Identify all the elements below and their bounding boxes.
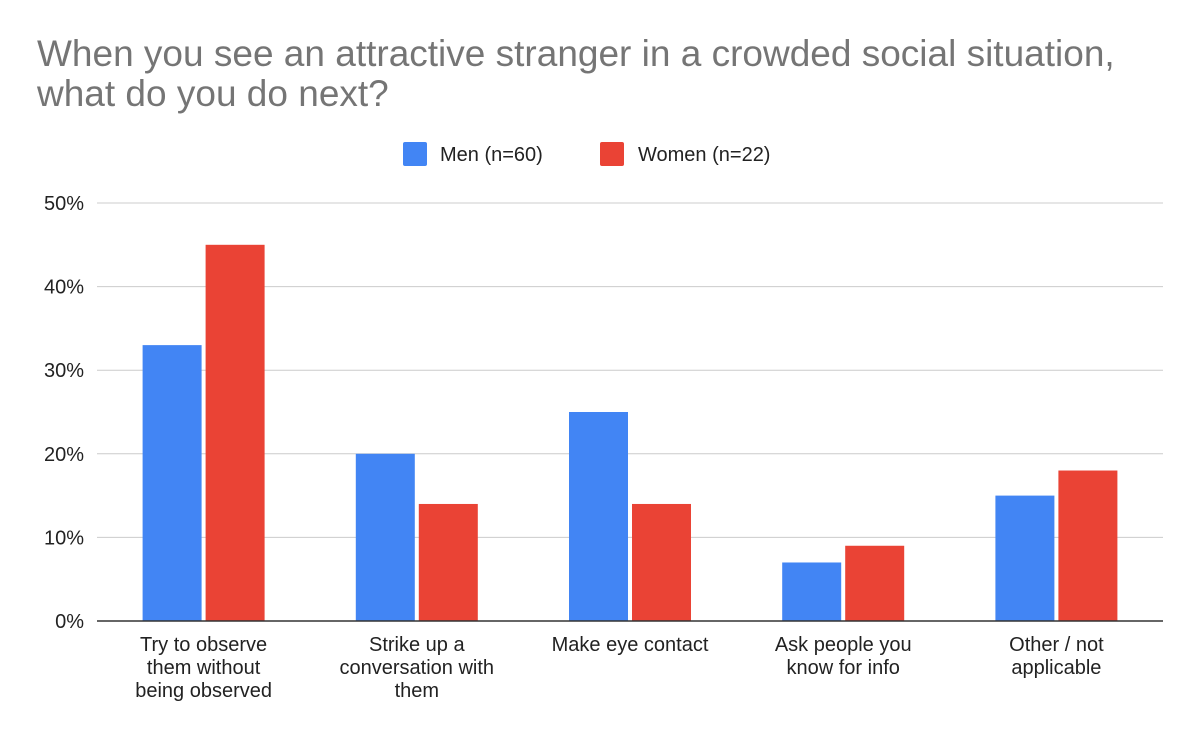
y-tick-label: 0%: [55, 611, 84, 633]
bar-men: [142, 345, 202, 621]
y-tick-label: 50%: [44, 193, 84, 215]
bar-women: [205, 244, 265, 622]
bar-men: [782, 562, 842, 621]
legend-item-men: Men (n=60): [403, 142, 543, 166]
x-axis-labels: Try to observe them without being observed…: [135, 634, 1104, 702]
chart-title: When you see an attractive stranger in a…: [37, 33, 1115, 114]
x-tick-label: Strike up a conversation with them: [340, 634, 495, 702]
y-tick-label: 30%: [44, 360, 84, 382]
x-tick-label: Try to observe them without being observed: [135, 634, 272, 702]
legend: Men (n=60) Women (n=22): [403, 142, 770, 166]
bar-women: [418, 503, 478, 621]
bars: [142, 244, 1118, 622]
legend-swatch: [403, 142, 427, 166]
x-tick-label: Other / not applicable: [1009, 634, 1104, 679]
gridlines: [97, 202, 1163, 538]
legend-swatch: [600, 142, 624, 166]
bar-men: [995, 495, 1055, 621]
bar-women: [845, 545, 905, 621]
bar-men: [569, 412, 628, 621]
y-tick-label: 40%: [44, 277, 84, 299]
bar-women: [1058, 470, 1118, 621]
x-tick-label: Ask people you know for info: [775, 634, 912, 679]
legend-label: Men (n=60): [440, 144, 543, 166]
y-tick-label: 20%: [44, 444, 84, 466]
y-axis-ticks: 0% 10% 20% 30% 40% 50%: [44, 193, 84, 633]
x-tick-label: Make eye contact: [552, 634, 709, 656]
legend-label: Women (n=22): [638, 144, 770, 166]
bar-men: [355, 453, 415, 621]
y-tick-label: 10%: [44, 527, 84, 549]
legend-item-women: Women (n=22): [600, 142, 770, 166]
bar-women: [632, 503, 691, 621]
